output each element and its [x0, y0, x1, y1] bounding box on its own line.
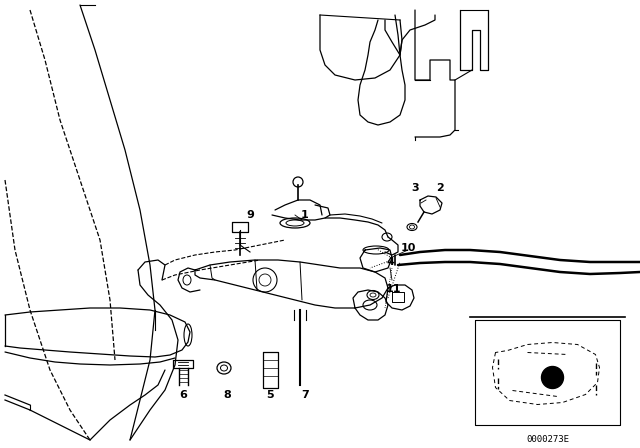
Text: 8: 8: [223, 390, 231, 400]
Circle shape: [541, 366, 563, 388]
Text: 3: 3: [411, 183, 419, 193]
Text: 9: 9: [246, 210, 254, 220]
Text: 4: 4: [386, 257, 394, 267]
Text: 5: 5: [266, 390, 274, 400]
Text: 2: 2: [436, 183, 444, 193]
Text: 0000273E: 0000273E: [526, 435, 569, 444]
Text: 11: 11: [385, 284, 401, 294]
Text: 6: 6: [179, 390, 187, 400]
Text: 10: 10: [400, 243, 416, 253]
Text: 1: 1: [301, 210, 309, 220]
Text: 7: 7: [301, 390, 309, 400]
